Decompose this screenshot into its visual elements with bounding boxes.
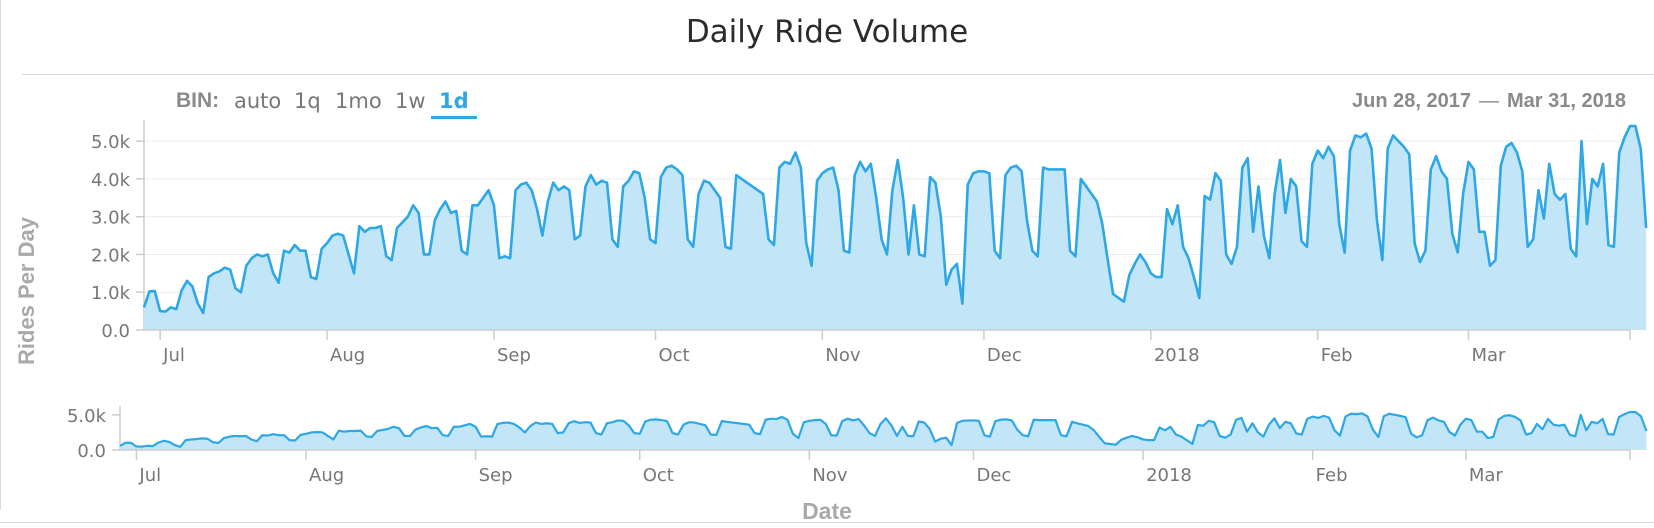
header-divider — [22, 74, 1654, 75]
navigator-area — [120, 412, 1647, 450]
main-ytick-label: 2.0k — [91, 245, 131, 266]
main-xtick-label: Sep — [497, 345, 531, 366]
bin-option-auto[interactable]: auto — [234, 89, 282, 113]
x-axis-label: Date — [802, 498, 852, 524]
bin-option-1mo[interactable]: 1mo — [335, 89, 382, 113]
date-range-readout: Jun 28, 2017 — Mar 31, 2018 — [1352, 90, 1626, 113]
chart-title: Daily Ride Volume — [685, 14, 969, 50]
bottom-border — [0, 522, 1654, 523]
main-ytick-label: 5.0k — [91, 132, 131, 153]
bin-label: BIN: — [176, 89, 220, 112]
main-ytick-label: 4.0k — [91, 170, 131, 191]
navigator-xtick-label: Jul — [138, 465, 161, 486]
range-start: Jun 28, 2017 — [1352, 90, 1472, 112]
main-xtick-label: Jul — [162, 345, 185, 366]
left-border — [0, 0, 1, 510]
navigator-series-line — [119, 410, 1648, 448]
main-area — [144, 126, 1647, 330]
main-xtick-label: Dec — [987, 345, 1022, 366]
navigator-ytick-label: 5.0k — [67, 406, 107, 427]
navigator-xtick-label: Mar — [1469, 465, 1504, 486]
navigator-xtick-label: Aug — [309, 465, 344, 486]
navigator-xtick-label: Dec — [976, 465, 1011, 486]
main-xtick-label: Feb — [1321, 345, 1353, 366]
bin-option-1w[interactable]: 1w — [395, 89, 426, 113]
navigator-xtick-label: Feb — [1316, 465, 1348, 486]
navigator-ytick-label: 0.0 — [77, 441, 106, 462]
navigator-xtick-label: Nov — [812, 465, 847, 486]
main-ytick-label: 0.0 — [101, 321, 130, 342]
bin-option-1d[interactable]: 1d — [431, 89, 477, 119]
navigator-xtick-label: 2018 — [1146, 465, 1192, 486]
navigator-xtick-label: Oct — [643, 465, 674, 486]
range-separator: — — [1479, 90, 1500, 112]
main-xtick-label: Mar — [1471, 345, 1506, 366]
main-xtick-label: Aug — [330, 345, 365, 366]
main-series-line — [142, 124, 1648, 315]
main-xtick-label: 2018 — [1154, 345, 1200, 366]
main-xtick-label: Oct — [658, 345, 689, 366]
bin-option-1q[interactable]: 1q — [294, 89, 321, 113]
main-xtick-label: Nov — [825, 345, 860, 366]
range-end: Mar 31, 2018 — [1507, 90, 1626, 112]
main-ytick-label: 1.0k — [91, 283, 131, 304]
main-ytick-label: 3.0k — [91, 208, 131, 229]
navigator-xtick-label: Sep — [479, 465, 513, 486]
